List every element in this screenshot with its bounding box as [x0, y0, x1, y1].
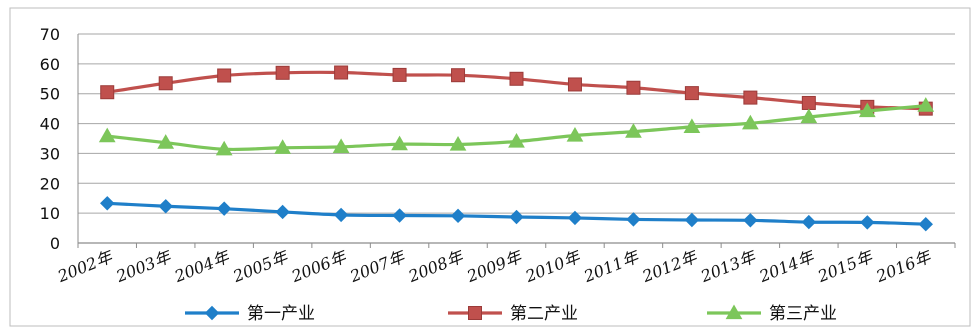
data-point: [800, 108, 818, 124]
data-point: [157, 134, 175, 149]
data-point: [625, 123, 642, 138]
data-point: [215, 140, 233, 156]
data-point: [100, 85, 115, 100]
data-point: [684, 86, 699, 101]
data-point: [917, 97, 935, 112]
data-point: [391, 135, 408, 151]
legend-item-1: 第一产业: [185, 304, 315, 324]
y-tick-label: 0: [50, 234, 60, 253]
legend-marker: [468, 306, 482, 320]
data-point: [275, 65, 290, 80]
series-1: [100, 196, 933, 232]
y-axis: 0 10 20 30 40 50 60 70: [40, 25, 60, 253]
legend-label: 第二产业: [510, 304, 578, 324]
data-point: [158, 76, 173, 91]
data-point: [451, 68, 466, 83]
data-point: [801, 95, 816, 110]
data-point: [449, 135, 467, 151]
data-point: [332, 138, 350, 153]
data-point: [217, 68, 232, 83]
legend-label: 第三产业: [769, 304, 837, 324]
data-point: [743, 90, 758, 105]
legend: 第一产业 第二产业 第三产业: [185, 304, 837, 324]
data-point: [743, 213, 758, 228]
data-point: [98, 127, 116, 143]
y-tick-label: 30: [40, 144, 60, 163]
legend-item-2: 第二产业: [448, 304, 578, 324]
legend-item-3: 第三产业: [707, 304, 837, 324]
data-point: [333, 207, 349, 223]
data-point: [626, 80, 641, 95]
data-point: [334, 65, 349, 80]
legend-marker: [725, 304, 743, 320]
data-point: [100, 196, 115, 211]
series-2: [100, 65, 933, 116]
legend-marker: [204, 305, 220, 321]
data-point: [509, 71, 524, 86]
y-tick-label: 10: [40, 204, 60, 223]
data-point: [918, 216, 933, 232]
data-point: [858, 102, 876, 118]
chart-frame: [9, 7, 971, 327]
data-point: [626, 212, 641, 227]
data-point: [392, 67, 407, 82]
data-point: [742, 114, 759, 130]
data-point: [450, 208, 466, 224]
data-point: [684, 212, 700, 228]
data-point: [567, 77, 582, 92]
y-tick-label: 70: [40, 25, 60, 44]
series-3: [98, 97, 935, 156]
data-point: [801, 214, 817, 230]
data-point: [158, 199, 173, 214]
legend-label: 第一产业: [247, 304, 315, 324]
data-point: [509, 209, 524, 225]
data-point: [683, 118, 701, 133]
data-point: [275, 204, 290, 220]
data-point: [566, 127, 584, 142]
data-point: [508, 132, 525, 148]
data-point: [860, 215, 875, 230]
y-tick-label: 40: [40, 115, 60, 134]
data-point: [567, 210, 583, 226]
y-tick-label: 20: [40, 174, 60, 193]
data-point: [274, 139, 291, 154]
data-point: [216, 201, 232, 216]
y-tick-label: 60: [40, 55, 60, 74]
y-tick-label: 50: [40, 85, 60, 104]
data-point: [392, 208, 407, 223]
